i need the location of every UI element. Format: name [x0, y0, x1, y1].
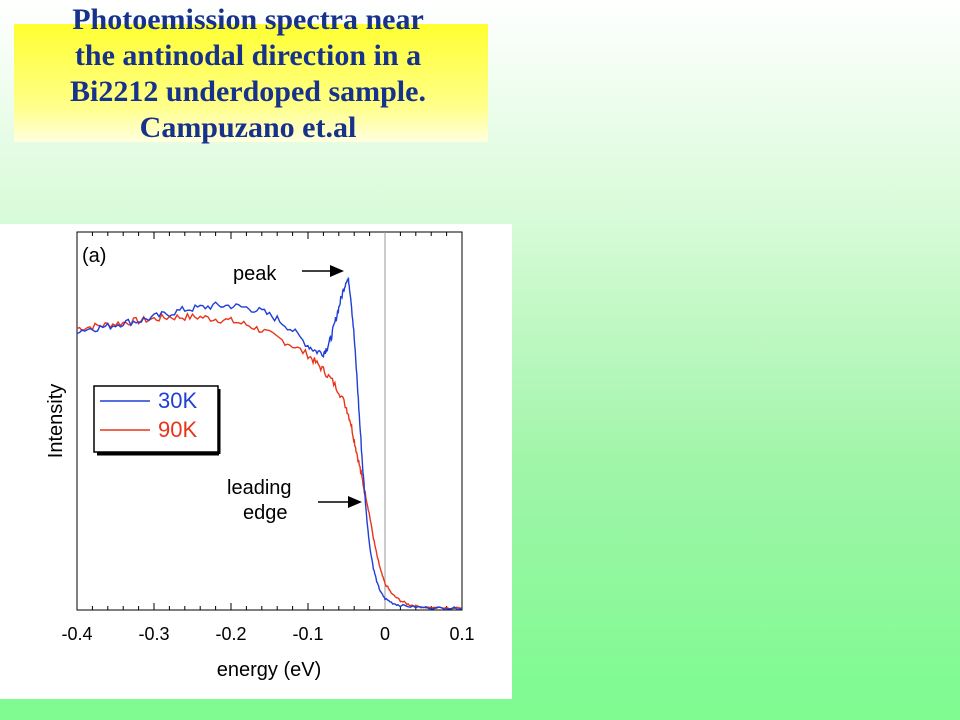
legend: 30K 90K — [93, 385, 221, 456]
series-line-30K — [76, 277, 463, 610]
title-line-1: Photoemission spectra near — [72, 3, 424, 36]
leading-edge-arrow — [318, 496, 362, 508]
title-line-2: the antinodal direction in a — [74, 39, 422, 72]
y-axis-label: Intensity — [45, 384, 67, 458]
title-line-4: Campuzano et.al — [139, 111, 357, 144]
panel-label: (a) — [82, 245, 106, 267]
x-tick-label: 0 — [380, 624, 390, 644]
x-tick-label: -0.2 — [215, 624, 246, 644]
title-background — [14, 24, 488, 142]
legend-label-30K: 30K — [158, 388, 197, 413]
title-line-3: Bi2212 underdoped sample. — [70, 75, 426, 108]
annotation-peak: peak — [233, 263, 277, 285]
x-tick-label: 0.1 — [449, 624, 474, 644]
series-group — [76, 277, 463, 610]
series-line-90K — [76, 312, 463, 610]
spectra-chart: -0.4 -0.3 -0.2 -0.1 0 0.1 (a) peak leading ed… — [45, 231, 475, 681]
x-tick-label: -0.4 — [61, 624, 92, 644]
legend-label-90K: 90K — [158, 417, 197, 442]
slide-title: Photoemission spectra near the antinodal… — [10, 2, 486, 146]
peak-arrow — [302, 265, 344, 277]
chart-panel: -0.4 -0.3 -0.2 -0.1 0 0.1 (a) peak leading ed… — [0, 224, 512, 699]
x-tick-label: -0.1 — [292, 624, 323, 644]
annotation-edge: edge — [243, 502, 288, 524]
plot-frame — [76, 231, 463, 611]
x-tick-labels: -0.4 -0.3 -0.2 -0.1 0 0.1 — [61, 624, 474, 644]
legend-box — [93, 385, 219, 453]
x-axis-label: energy (eV) — [217, 659, 322, 681]
x-tick-label: -0.3 — [138, 624, 169, 644]
annotation-leading: leading — [227, 477, 292, 499]
